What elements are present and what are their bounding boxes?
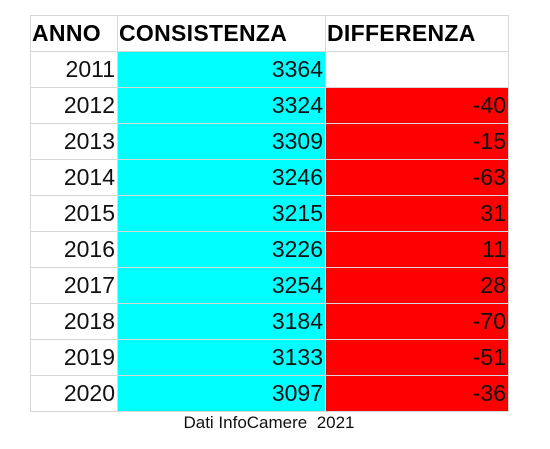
table-row: 2011 3364 <box>30 51 509 88</box>
table-cell: 2014 <box>30 159 118 196</box>
table-row: 2020 3097 -36 <box>30 375 509 412</box>
empty-cell <box>325 51 509 88</box>
header-row: ANNO CONSISTENZA DIFFERENZA <box>30 15 509 52</box>
table-cell: 3309 <box>117 123 326 160</box>
table-cell: 3133 <box>117 339 326 376</box>
table-cell: 2012 <box>30 87 118 124</box>
table-cell: -36 <box>325 375 509 412</box>
table-cell: 28 <box>325 267 509 304</box>
table-cell: 3184 <box>117 303 326 340</box>
table-cell: 2013 <box>30 123 118 160</box>
table-cell: 3215 <box>117 195 326 232</box>
header-cell: DIFFERENZA <box>325 15 509 52</box>
table-cell: 2015 <box>30 195 118 232</box>
table-body: 2011 3364 2012 3324 -40 2013 3309 -15 2014 3246 -6… <box>30 51 509 412</box>
table-row: 2015 3215 31 <box>30 195 509 232</box>
table-cell: 2018 <box>30 303 118 340</box>
table-cell: 2020 <box>30 375 118 412</box>
table-row: 2018 3184 -70 <box>30 303 509 340</box>
table-cell: -70 <box>325 303 509 340</box>
data-table: ANNO CONSISTENZA DIFFERENZA 2011 3364 2012… <box>30 15 509 412</box>
table-cell: 3254 <box>117 267 326 304</box>
table-cell: 2011 <box>30 51 118 88</box>
table-row: 2019 3133 -51 <box>30 339 509 376</box>
table-cell: 3226 <box>117 231 326 268</box>
header-cell: ANNO <box>30 15 118 52</box>
table-cell: 31 <box>325 195 509 232</box>
table-cell: 11 <box>325 231 509 268</box>
table-cell: 2016 <box>30 231 118 268</box>
table-cell: -51 <box>325 339 509 376</box>
table-cell: -40 <box>325 87 509 124</box>
table-cell: -63 <box>325 159 509 196</box>
table-cell: -15 <box>325 123 509 160</box>
table-cell: 2019 <box>30 339 118 376</box>
table-row: 2012 3324 -40 <box>30 87 509 124</box>
header-cell: CONSISTENZA <box>117 15 326 52</box>
table-cell: 3246 <box>117 159 326 196</box>
table-row: 2014 3246 -63 <box>30 159 509 196</box>
table-row: 2017 3254 28 <box>30 267 509 304</box>
table-cell: 2017 <box>30 267 118 304</box>
footer: Dati InfoCamere 2021 <box>183 413 355 432</box>
table-row: 2016 3226 11 <box>30 231 509 268</box>
table-cell: 3097 <box>117 375 326 412</box>
table-cell: 3364 <box>117 51 326 88</box>
table-cell: 3324 <box>117 87 326 124</box>
table-row: 2013 3309 -15 <box>30 123 509 160</box>
